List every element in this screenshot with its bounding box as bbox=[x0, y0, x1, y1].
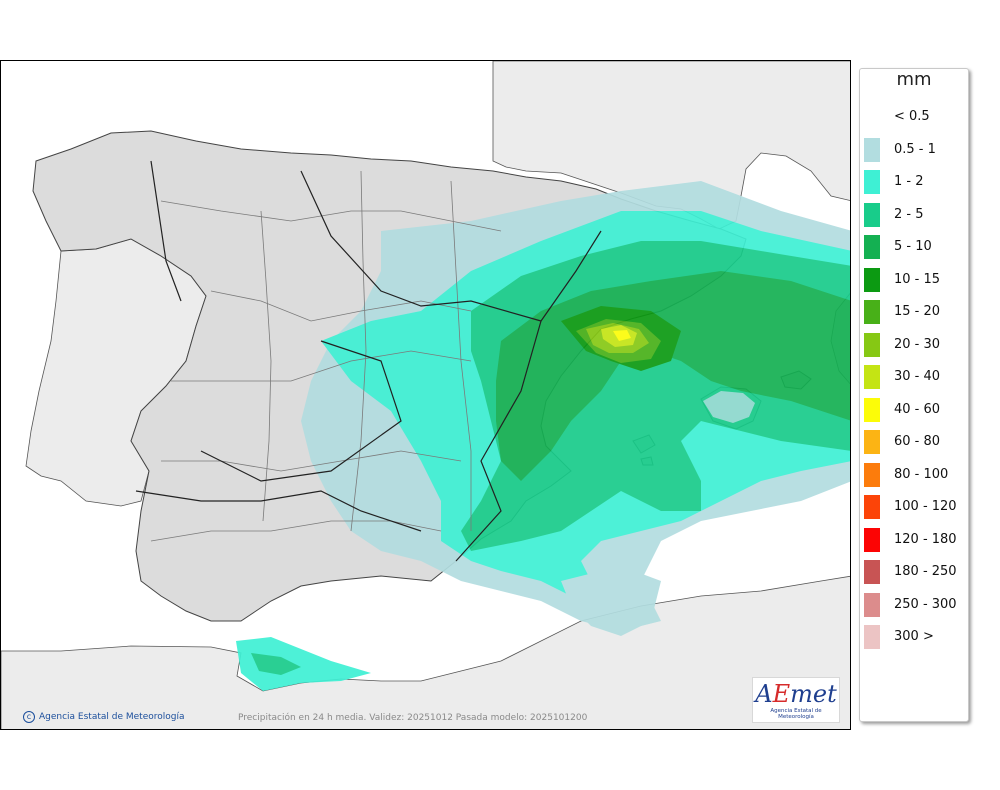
rain-ceuta-strait-core bbox=[251, 653, 301, 675]
legend-row: 5 - 10 bbox=[864, 235, 968, 259]
legend-label: 20 - 30 bbox=[894, 336, 941, 352]
legend-swatch bbox=[864, 560, 880, 584]
legend-label: 10 - 15 bbox=[894, 271, 941, 287]
legend-row: 180 - 250 bbox=[864, 560, 968, 584]
legend-label: 15 - 20 bbox=[894, 304, 941, 319]
legend-swatch bbox=[864, 592, 880, 617]
legend-row: 0.5 - 1 bbox=[864, 137, 968, 162]
validity-note: Precipitación en 24 h media. Validez: 20… bbox=[238, 713, 588, 723]
credit-text: Agencia Estatal de Meteorología bbox=[39, 712, 185, 722]
legend-row: 80 - 100 bbox=[864, 462, 968, 487]
legend-row: 30 - 40 bbox=[864, 365, 968, 389]
legend-label: 120 - 180 bbox=[894, 531, 957, 547]
legend-row: 250 - 300 bbox=[864, 592, 968, 617]
legend-swatch bbox=[864, 462, 880, 487]
mallorca-rain bbox=[703, 391, 755, 423]
precipitation-legend: mm < 0.5 0.5 - 1 1 - 2 2 - 5 5 - 10 10 - 15 15… bbox=[859, 68, 969, 722]
logo-word: AEmet bbox=[755, 680, 837, 708]
legend-row: 1 - 2 bbox=[864, 170, 968, 194]
legend-label: 40 - 60 bbox=[894, 401, 941, 417]
africa-land bbox=[1, 575, 850, 729]
legend-label: 250 - 300 bbox=[894, 596, 957, 612]
map-canvas bbox=[1, 61, 850, 729]
legend-swatch bbox=[864, 527, 880, 552]
legend-row: 10 - 15 bbox=[864, 267, 968, 292]
legend-label: 180 - 250 bbox=[894, 564, 957, 579]
legend-row: 15 - 20 bbox=[864, 300, 968, 324]
legend-row: < 0.5 bbox=[864, 105, 968, 129]
legend-label: 0.5 - 1 bbox=[894, 141, 936, 157]
legend-label: < 0.5 bbox=[894, 109, 930, 124]
legend-swatch bbox=[864, 267, 880, 292]
aemet-credit: c Agencia Estatal de Meteorología bbox=[23, 711, 185, 723]
legend-swatch bbox=[864, 300, 880, 324]
rain-40-60 bbox=[613, 330, 631, 341]
legend-row: 100 - 120 bbox=[864, 495, 968, 519]
legend-swatch bbox=[864, 625, 880, 649]
community-boundaries bbox=[135, 160, 602, 562]
copyright-icon: c bbox=[23, 711, 35, 723]
legend-swatch bbox=[864, 170, 880, 194]
legend-unit: mm bbox=[896, 69, 932, 90]
legend-swatch bbox=[864, 105, 880, 129]
legend-label: 30 - 40 bbox=[894, 369, 941, 384]
logo-subtitle: Agencia Estatal de Meteorología bbox=[770, 708, 822, 720]
legend-swatch bbox=[864, 430, 880, 454]
legend-label: 300 > bbox=[894, 629, 934, 644]
legend-row: 300 > bbox=[864, 625, 968, 649]
legend-row: 60 - 80 bbox=[864, 430, 968, 454]
legend-label: 1 - 2 bbox=[894, 174, 924, 189]
aemet-logo: AEmet Agencia Estatal de Meteorología bbox=[752, 677, 840, 723]
legend-swatch bbox=[864, 137, 880, 162]
legend-swatch bbox=[864, 235, 880, 259]
rain-south-sea bbox=[561, 566, 661, 636]
legend-swatch bbox=[864, 495, 880, 519]
legend-label: 100 - 120 bbox=[894, 499, 957, 514]
legend-row: 120 - 180 bbox=[864, 527, 968, 552]
legend-swatch bbox=[864, 332, 880, 357]
legend-label: 60 - 80 bbox=[894, 434, 941, 449]
legend-swatch bbox=[864, 202, 880, 227]
rain-ceuta-strait bbox=[236, 637, 371, 691]
legend-label: 80 - 100 bbox=[894, 466, 949, 482]
region-boundaries bbox=[150, 170, 502, 542]
legend-swatch bbox=[864, 365, 880, 389]
legend-label: 2 - 5 bbox=[894, 206, 924, 222]
legend-row: 20 - 30 bbox=[864, 332, 968, 357]
precipitation-overlay bbox=[236, 181, 850, 691]
legend-row: 2 - 5 bbox=[864, 202, 968, 227]
legend-row: 40 - 60 bbox=[864, 397, 968, 422]
legend-label: 5 - 10 bbox=[894, 239, 932, 254]
legend-swatch bbox=[864, 397, 880, 422]
precipitation-map: c Agencia Estatal de Meteorología Precipi… bbox=[0, 60, 851, 730]
